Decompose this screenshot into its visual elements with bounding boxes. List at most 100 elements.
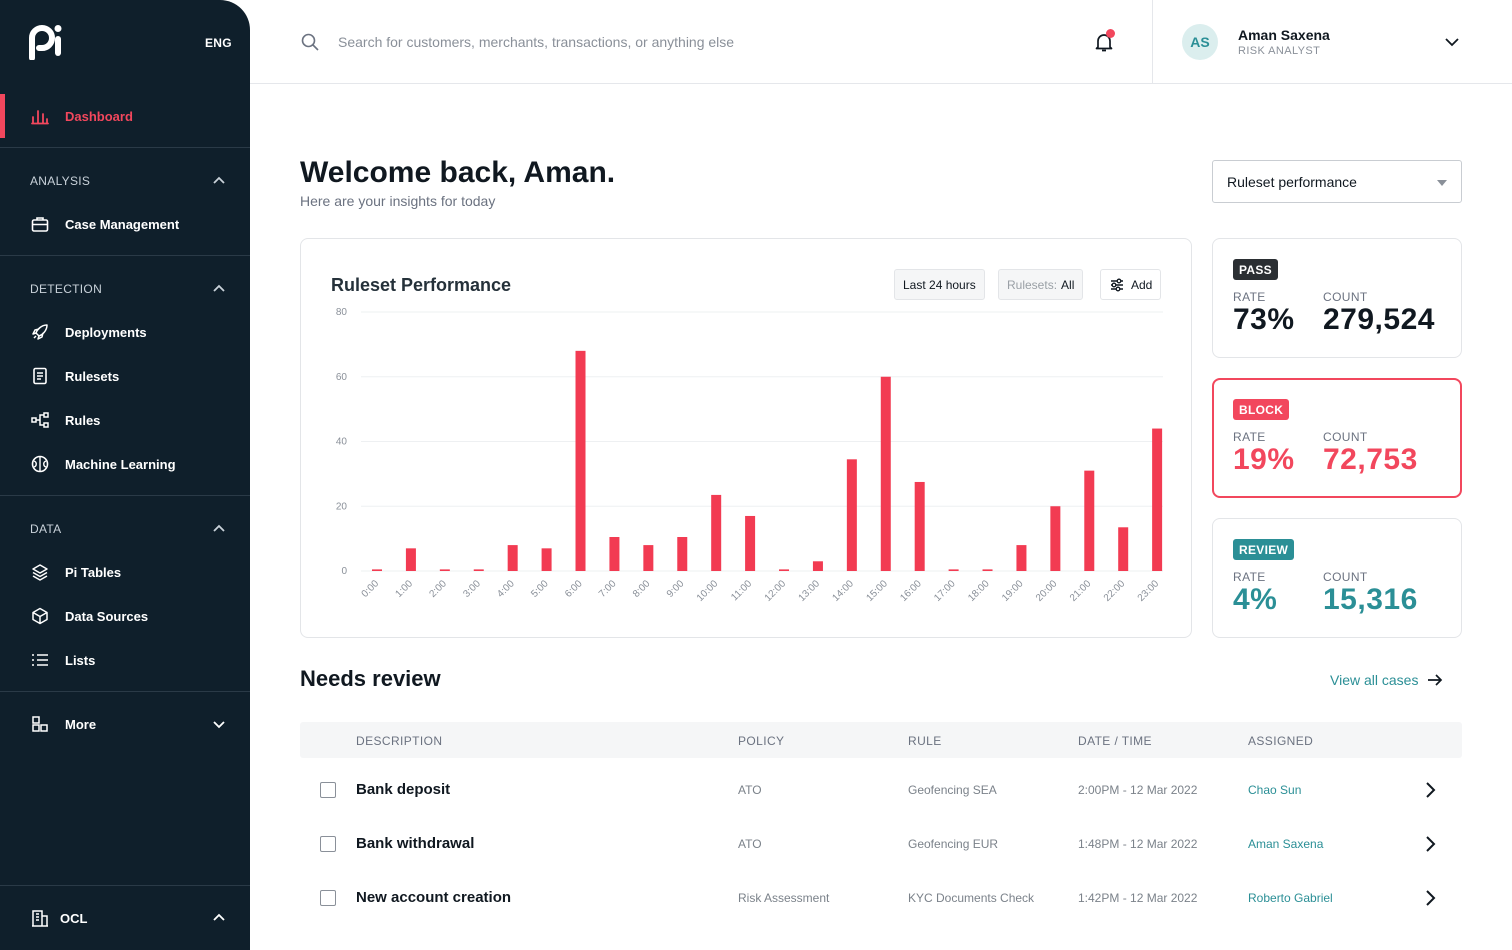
x-tick-label: 18:00 xyxy=(966,578,992,604)
bar[interactable] xyxy=(643,545,654,571)
org-switcher[interactable]: OCL xyxy=(0,896,250,940)
table-row[interactable]: Bank withdrawal ATO Geofencing EUR 1:48P… xyxy=(300,817,1462,871)
sidebar-item-label: More xyxy=(65,716,97,732)
rate-label: RATE xyxy=(1233,570,1266,584)
bar[interactable] xyxy=(1084,470,1095,571)
row-assignee[interactable]: Aman Saxena xyxy=(1248,837,1324,851)
bar[interactable] xyxy=(1152,428,1163,571)
bar[interactable] xyxy=(745,515,756,571)
bar[interactable] xyxy=(372,569,382,571)
bar[interactable] xyxy=(541,548,552,571)
column-header[interactable]: DESCRIPTION xyxy=(356,734,443,748)
column-header[interactable]: ASSIGNED xyxy=(1248,734,1314,748)
sidebar-item-label: Rulesets xyxy=(65,368,120,384)
column-header[interactable]: POLICY xyxy=(738,734,785,748)
view-dropdown[interactable]: Ruleset performance xyxy=(1212,160,1462,203)
section-data[interactable]: DATA xyxy=(0,514,250,544)
x-tick-label: 2:00 xyxy=(427,578,449,600)
x-tick-label: 16:00 xyxy=(898,578,924,604)
pass-rate: 73% xyxy=(1233,303,1295,336)
x-tick-label: 13:00 xyxy=(797,578,823,604)
grid-icon xyxy=(32,716,48,732)
y-tick-label: 40 xyxy=(336,437,348,448)
row-datetime: 1:48PM - 12 Mar 2022 xyxy=(1078,837,1198,851)
bar[interactable] xyxy=(575,350,586,571)
row-checkbox[interactable] xyxy=(320,836,336,852)
sidebar-item-pi-tables[interactable]: Pi Tables xyxy=(0,550,250,594)
section-detection[interactable]: DETECTION xyxy=(0,274,250,304)
table-row[interactable]: New account creation Risk Assessment KYC… xyxy=(300,871,1462,925)
sliders-icon xyxy=(1111,278,1123,291)
language-selector[interactable]: ENG xyxy=(205,36,232,50)
row-assignee[interactable]: Roberto Gabriel xyxy=(1248,891,1333,905)
row-checkbox[interactable] xyxy=(320,890,336,906)
chevron-right-icon[interactable] xyxy=(1420,834,1440,854)
column-header[interactable]: DATE / TIME xyxy=(1078,734,1152,748)
bar[interactable] xyxy=(439,569,450,571)
view-all-cases-link[interactable]: View all cases xyxy=(1330,671,1444,689)
bar[interactable] xyxy=(982,569,993,571)
sidebar-item-data-sources[interactable]: Data Sources xyxy=(0,594,250,638)
bar[interactable] xyxy=(1050,506,1061,571)
x-tick-label: 12:00 xyxy=(763,578,789,604)
chevron-down-icon[interactable] xyxy=(1442,32,1462,52)
bar[interactable] xyxy=(948,569,959,571)
sidebar-item-rulesets[interactable]: Rulesets xyxy=(0,354,250,398)
x-tick-label: 17:00 xyxy=(932,578,958,604)
bar[interactable] xyxy=(405,548,416,571)
sidebar-item-rules[interactable]: Rules xyxy=(0,398,250,442)
bar[interactable] xyxy=(779,569,790,571)
bar[interactable] xyxy=(1016,545,1027,571)
bar[interactable] xyxy=(1118,527,1129,571)
chevron-right-icon[interactable] xyxy=(1420,888,1440,908)
row-datetime: 2:00PM - 12 Mar 2022 xyxy=(1078,783,1198,797)
avatar[interactable]: AS xyxy=(1182,24,1218,60)
bar[interactable] xyxy=(677,537,688,571)
bar[interactable] xyxy=(711,494,722,571)
sidebar-item-machine-learning[interactable]: Machine Learning xyxy=(0,442,250,486)
pass-stat-card[interactable]: PASS RATE COUNT 73% 279,524 xyxy=(1212,238,1462,358)
y-tick-label: 80 xyxy=(336,307,348,318)
bar[interactable] xyxy=(880,376,891,571)
block-stat-card[interactable]: BLOCK RATE COUNT 19% 72,753 xyxy=(1212,378,1462,498)
x-tick-label: 14:00 xyxy=(830,578,856,604)
x-tick-label: 15:00 xyxy=(864,578,890,604)
rulesets-filter[interactable]: Rulesets: All xyxy=(998,269,1084,300)
search-input[interactable] xyxy=(338,30,1038,54)
chevron-up-icon xyxy=(213,176,225,184)
row-checkbox[interactable] xyxy=(320,782,336,798)
table-row[interactable]: Bank deposit ATO Geofencing SEA 2:00PM -… xyxy=(300,763,1462,817)
sidebar-item-label: Pi Tables xyxy=(65,564,122,580)
pi-logo[interactable] xyxy=(28,24,68,65)
sidebar-item-lists[interactable]: Lists xyxy=(0,638,250,682)
list-icon xyxy=(32,654,48,666)
bar[interactable] xyxy=(609,537,620,571)
column-header[interactable]: RULE xyxy=(908,734,942,748)
bar[interactable] xyxy=(846,459,857,571)
sidebar-item-dashboard[interactable]: Dashboard xyxy=(0,94,250,138)
row-datetime: 1:42PM - 12 Mar 2022 xyxy=(1078,891,1198,905)
bar-chart: 0 20 40 60 80 0:00 1:00 2:00 3:00 4:00 5:00 6:00 7:0… xyxy=(336,307,1163,604)
layers-icon xyxy=(32,564,48,581)
active-indicator xyxy=(0,94,250,138)
review-stat-card[interactable]: REVIEW RATE COUNT 4% 15,316 xyxy=(1212,518,1462,638)
sidebar-item-label: Rules xyxy=(65,412,101,428)
sidebar-item-label: Machine Learning xyxy=(65,456,176,472)
sidebar-item-deployments[interactable]: Deployments xyxy=(0,310,250,354)
sidebar-item-case-management[interactable]: Case Management xyxy=(0,202,250,246)
sidebar-item-more[interactable]: More xyxy=(0,702,250,746)
bar[interactable] xyxy=(914,481,925,571)
row-description: Bank deposit xyxy=(356,781,451,798)
bar[interactable] xyxy=(473,569,484,571)
top-bar: AS Aman Saxena RISK ANALYST xyxy=(250,0,1512,84)
section-analysis[interactable]: ANALYSIS xyxy=(0,166,250,196)
bar[interactable] xyxy=(812,561,823,571)
row-rule: KYC Documents Check xyxy=(908,891,1035,905)
block-badge: BLOCK xyxy=(1233,399,1290,420)
add-button[interactable]: Add xyxy=(1100,269,1162,300)
bar[interactable] xyxy=(507,545,518,571)
chevron-right-icon[interactable] xyxy=(1420,780,1440,800)
row-assignee[interactable]: Chao Sun xyxy=(1248,783,1302,797)
time-range-button[interactable]: Last 24 hours xyxy=(894,269,985,300)
add-label: Add xyxy=(1131,277,1153,292)
